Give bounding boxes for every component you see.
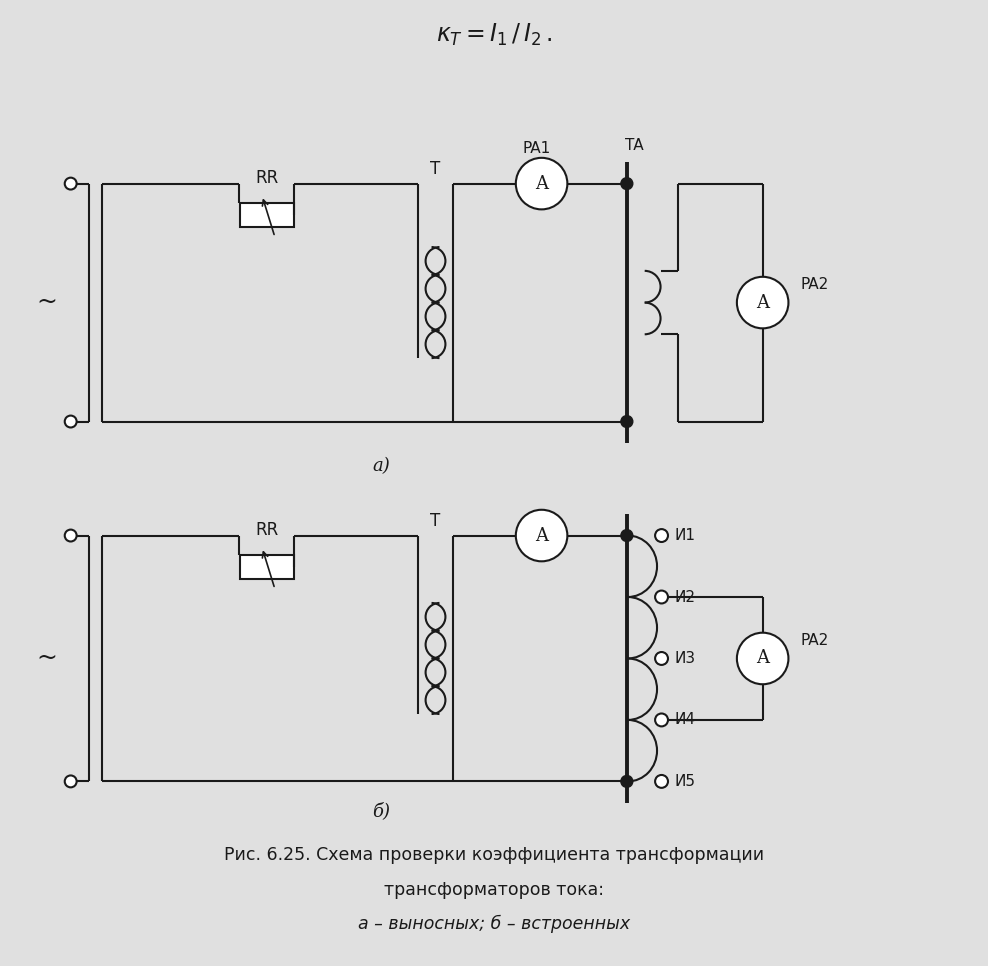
Text: ~: ~	[37, 647, 57, 670]
Text: б): б)	[372, 802, 390, 820]
Circle shape	[65, 415, 77, 428]
Text: RR: RR	[255, 521, 279, 539]
Circle shape	[737, 633, 788, 684]
Circle shape	[655, 775, 668, 788]
Text: трансформаторов тока:: трансформаторов тока:	[384, 881, 604, 899]
Text: а): а)	[372, 457, 390, 475]
Text: A: A	[535, 526, 548, 545]
Circle shape	[620, 776, 632, 787]
Circle shape	[65, 178, 77, 189]
Circle shape	[620, 529, 632, 542]
Circle shape	[620, 415, 632, 428]
Text: а – выносных; б – встроенных: а – выносных; б – встроенных	[358, 915, 630, 933]
Text: И4: И4	[675, 713, 696, 727]
Text: T: T	[431, 159, 441, 178]
Text: RR: RR	[255, 169, 279, 186]
Text: A: A	[535, 175, 548, 192]
Circle shape	[655, 529, 668, 542]
Text: A: A	[756, 294, 770, 312]
Text: ~: ~	[37, 291, 57, 314]
Text: A: A	[756, 649, 770, 668]
Text: $\kappa_T = I_1\,/\,I_2\,.$: $\kappa_T = I_1\,/\,I_2\,.$	[436, 22, 552, 48]
Text: И2: И2	[675, 589, 696, 605]
Circle shape	[65, 776, 77, 787]
Circle shape	[620, 178, 632, 189]
Circle shape	[65, 529, 77, 542]
Circle shape	[655, 714, 668, 726]
Text: И3: И3	[675, 651, 696, 666]
Bar	[240, 555, 294, 580]
Text: PA2: PA2	[800, 633, 829, 648]
Circle shape	[516, 157, 567, 210]
Text: TA: TA	[625, 138, 644, 154]
Text: И1: И1	[675, 528, 696, 543]
Circle shape	[516, 510, 567, 561]
Circle shape	[655, 652, 668, 665]
Circle shape	[737, 277, 788, 328]
Bar	[240, 204, 294, 227]
Text: T: T	[431, 512, 441, 529]
Text: PA2: PA2	[800, 277, 829, 293]
Circle shape	[655, 590, 668, 604]
Text: PA1: PA1	[523, 141, 550, 156]
Text: Рис. 6.25. Схема проверки коэффициента трансформации: Рис. 6.25. Схема проверки коэффициента т…	[224, 846, 764, 864]
Text: И5: И5	[675, 774, 696, 789]
